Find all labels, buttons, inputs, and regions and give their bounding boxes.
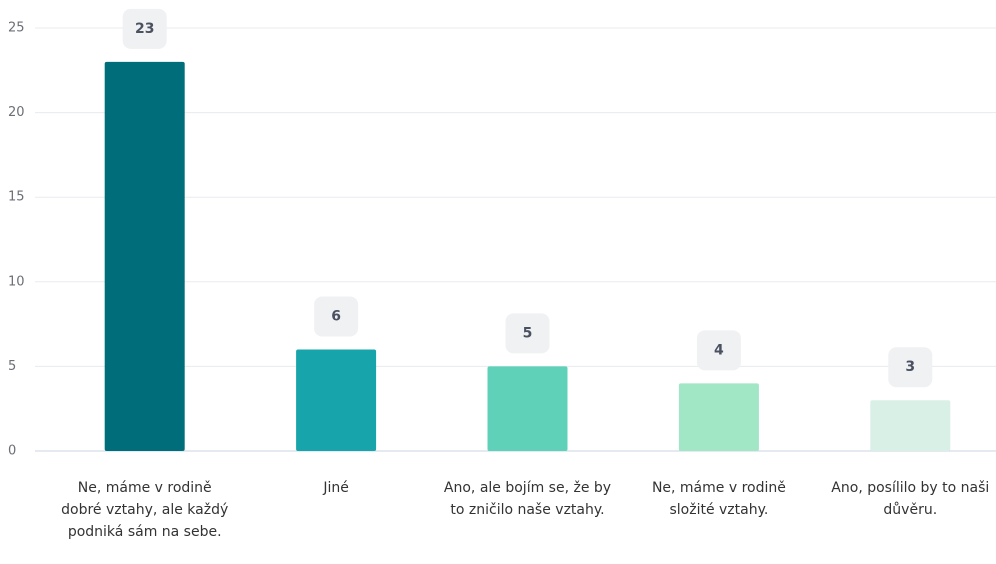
x-tick-label-line: dobré vztahy, ale každý	[61, 502, 228, 518]
x-tick-label-line: složité vztahy.	[669, 502, 768, 518]
value-label: 4	[714, 342, 724, 358]
x-tick-label-line: podniká sám na sebe.	[68, 524, 222, 540]
x-tick-label: Ne, máme v rodině složité vztahy.	[652, 480, 786, 518]
x-tick-label-line: důvěru.	[883, 502, 937, 518]
value-label-box	[314, 296, 359, 337]
y-tick-label: 10	[8, 274, 25, 289]
value-label: 6	[331, 308, 341, 324]
bar	[104, 61, 185, 452]
y-tick-label: 0	[8, 444, 16, 459]
y-tick-label: 25	[8, 21, 25, 36]
x-tick-label: Ano, ale bojím se, že by to zničilo naše …	[444, 480, 611, 518]
value-label-box	[696, 330, 741, 371]
value-label: 5	[523, 325, 533, 341]
x-tick-label-line: to zničilo naše vztahy.	[450, 502, 604, 518]
x-tick-label-line: Ne, máme v rodině	[78, 480, 212, 496]
value-label-box	[888, 347, 933, 388]
value-label: 23	[135, 21, 154, 37]
x-tick-label-line: Ano, ale bojím se, že by	[444, 480, 611, 496]
bar	[296, 349, 377, 451]
y-tick-label: 5	[8, 359, 16, 374]
x-tick-label-line: Jiné	[322, 480, 349, 496]
y-tick-label: 20	[8, 105, 25, 120]
value-label: 3	[905, 359, 915, 375]
x-tick-label-line: Ne, máme v rodině	[652, 480, 786, 496]
x-tick-label: Jiné	[322, 480, 349, 496]
bar	[870, 400, 951, 451]
y-tick-label: 15	[8, 190, 25, 205]
x-tick-label: Ano, posílilo by to naši důvěru.	[831, 480, 989, 518]
bar	[678, 383, 759, 451]
x-tick-label: Ne, máme v rodině dobré vztahy, ale každý…	[61, 480, 228, 540]
value-label-box	[122, 8, 167, 49]
x-tick-label-line: Ano, posílilo by to naši	[831, 480, 989, 496]
value-label-box	[505, 313, 550, 354]
bar	[487, 366, 568, 451]
